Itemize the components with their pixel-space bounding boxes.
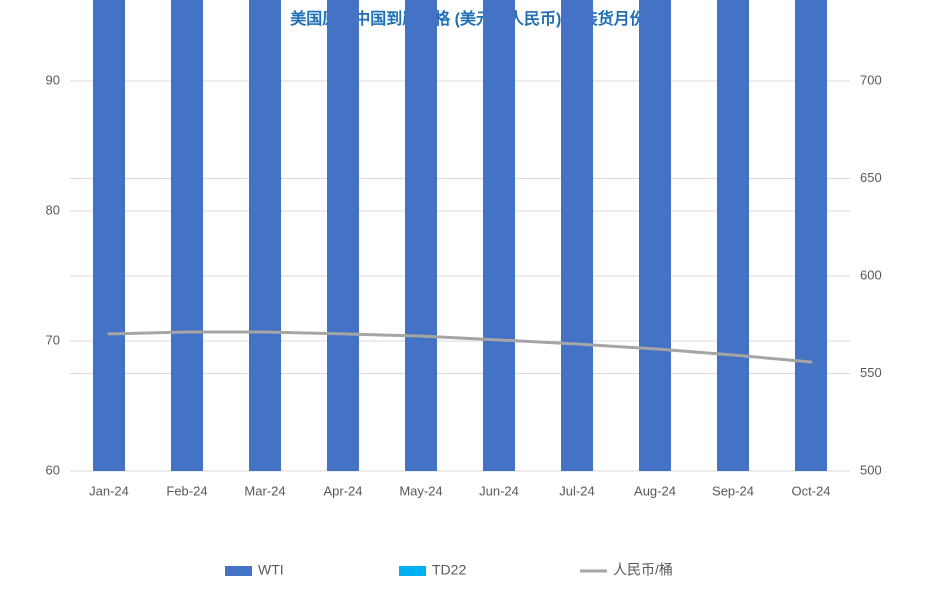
legend-swatch — [225, 566, 252, 576]
bar — [93, 0, 125, 471]
y2-tick-label: 500 — [860, 462, 882, 477]
legend-label: WTI — [258, 562, 284, 578]
chart-title: 美国原油中国到岸价格 (美元& 人民币) 按装货月份 — [290, 9, 647, 28]
y2-tick-label: 700 — [860, 72, 882, 87]
bar — [561, 0, 593, 471]
bar — [795, 0, 827, 471]
bar — [249, 0, 281, 471]
x-tick-label: Apr-24 — [323, 483, 362, 498]
bar — [717, 0, 749, 471]
x-tick-label: May-24 — [399, 483, 442, 498]
x-tick-label: Jul-24 — [559, 483, 594, 498]
y-tick-label: 90 — [46, 72, 60, 87]
legend-swatch — [399, 566, 426, 576]
bar — [405, 0, 437, 471]
bar — [639, 0, 671, 471]
y2-tick-label: 600 — [860, 267, 882, 282]
bar — [483, 0, 515, 471]
x-tick-label: Sep-24 — [712, 483, 754, 498]
y2-tick-label: 550 — [860, 365, 882, 380]
y-tick-label: 70 — [46, 332, 60, 347]
legend-label: TD22 — [432, 562, 466, 578]
x-tick-label: Jun-24 — [479, 483, 519, 498]
y2-tick-label: 650 — [860, 170, 882, 185]
y-tick-label: 60 — [46, 462, 60, 477]
x-tick-label: Feb-24 — [166, 483, 207, 498]
legend-label: 人民币/桶 — [613, 562, 673, 578]
x-tick-label: Mar-24 — [244, 483, 285, 498]
x-tick-label: Aug-24 — [634, 483, 676, 498]
bar — [327, 0, 359, 471]
x-tick-label: Oct-24 — [791, 483, 830, 498]
y-tick-label: 80 — [46, 202, 60, 217]
line — [107, 330, 813, 364]
bar — [171, 0, 203, 471]
x-tick-label: Jan-24 — [89, 483, 129, 498]
